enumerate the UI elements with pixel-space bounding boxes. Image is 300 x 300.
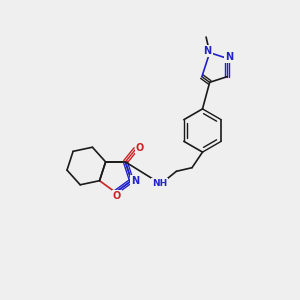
Text: N: N bbox=[131, 176, 139, 186]
Text: N: N bbox=[203, 46, 211, 56]
Text: O: O bbox=[113, 191, 121, 201]
Text: O: O bbox=[136, 143, 144, 153]
Text: NH: NH bbox=[152, 179, 167, 188]
Text: N: N bbox=[225, 52, 233, 62]
